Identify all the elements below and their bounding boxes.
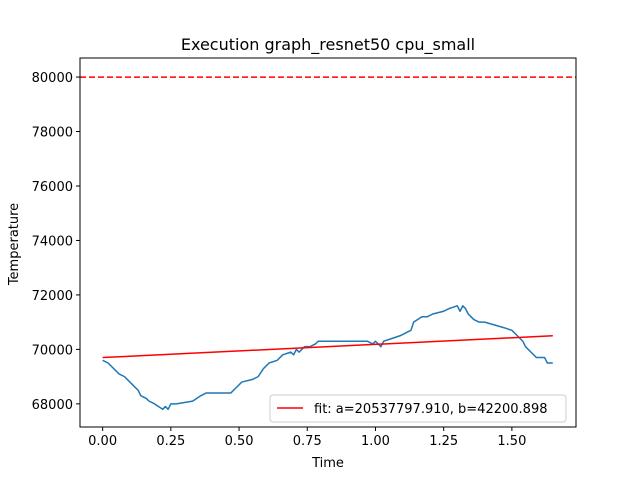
x-tick-label: 0.75	[293, 434, 322, 449]
y-tick-label: 74000	[32, 234, 73, 249]
y-tick-label: 78000	[32, 126, 73, 141]
series-line-fit	[102, 335, 553, 359]
y-axis-label: Temperature	[7, 203, 22, 286]
x-tick-label: 0.00	[88, 434, 117, 449]
y-tick-label: 72000	[32, 289, 73, 304]
y-tick-label: 80000	[32, 71, 73, 86]
legend: fit: a=20537797.910, b=42200.898	[269, 394, 567, 423]
series-line-temperature	[102, 305, 553, 411]
x-tick-label: 1.50	[497, 434, 526, 449]
axes-frame	[79, 57, 577, 428]
legend-label-fit: fit: a=20537797.910, b=42200.898	[314, 402, 547, 417]
x-tick-label: 1.00	[361, 434, 390, 449]
x-tick-label: 0.25	[156, 434, 185, 449]
x-tick-label: 0.50	[225, 434, 254, 449]
x-tick-label: 1.25	[429, 434, 458, 449]
x-axis-label: Time	[311, 456, 344, 471]
legend-box	[269, 394, 567, 423]
y-tick-label: 76000	[32, 180, 73, 195]
chart-title: Execution graph_resnet50 cpu_small	[181, 35, 475, 55]
y-tick-label: 68000	[32, 398, 73, 413]
y-tick-label: 70000	[32, 343, 73, 358]
plot-area: 0.00 0.25 0.50 0.75 1.00 1.25 1.50 68000 70000 72…	[32, 57, 577, 449]
